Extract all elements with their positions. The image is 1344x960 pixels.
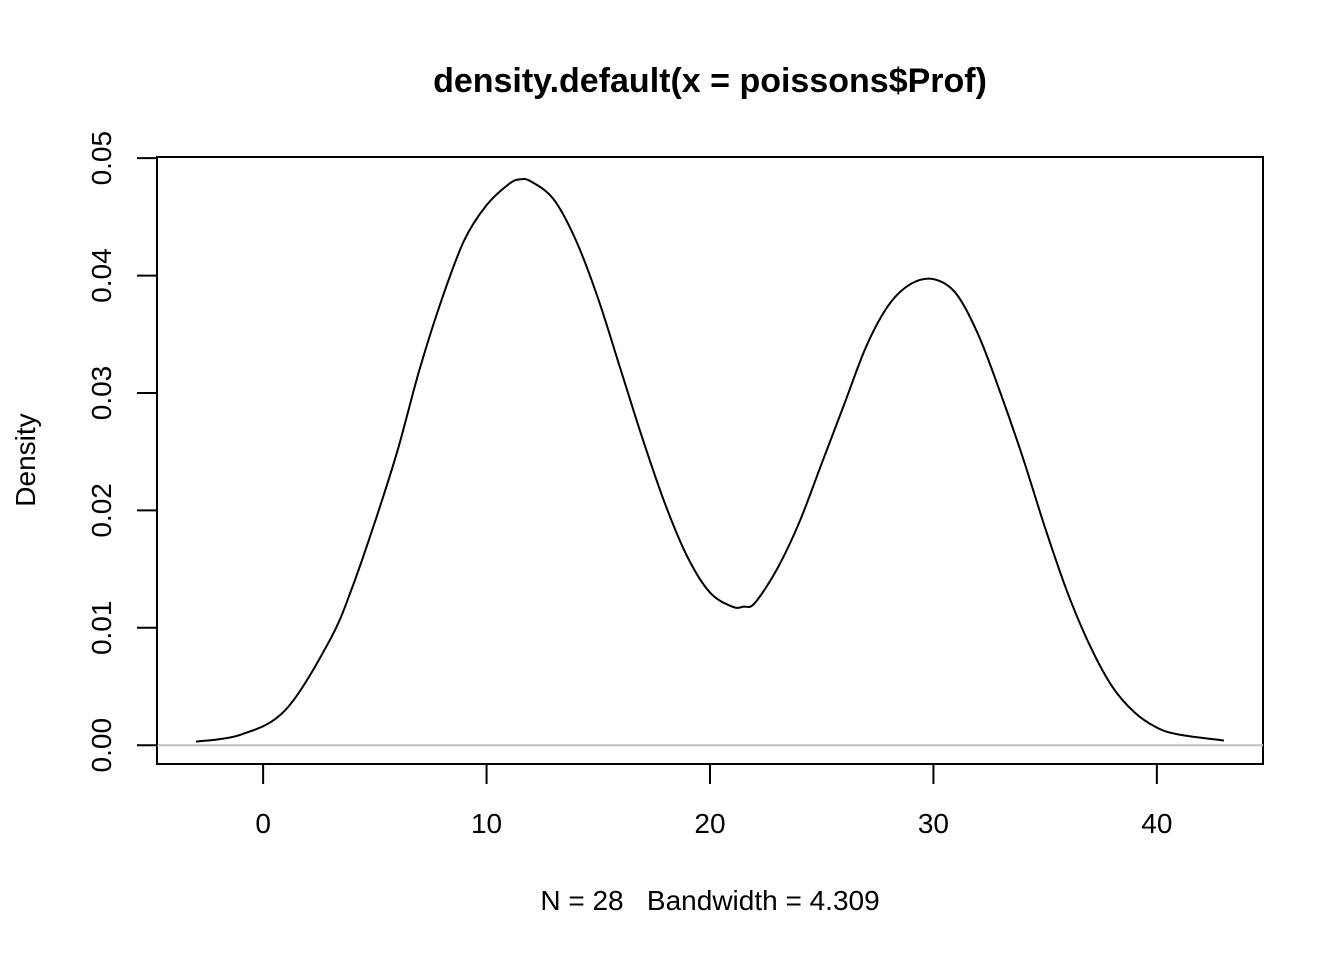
y-tick-label: 0.03 (86, 366, 117, 421)
y-tick-label: 0.05 (86, 131, 117, 186)
x-tick-label: 30 (918, 808, 949, 839)
y-tick-label: 0.01 (86, 601, 117, 656)
plot-frame (156, 156, 1264, 765)
x-tick-label: 0 (255, 808, 271, 839)
x-tick-label: 20 (694, 808, 725, 839)
density-curve (195, 178, 1225, 743)
x-axis: 0 10 20 30 40 (255, 763, 1172, 839)
x-tick-label: 10 (471, 808, 502, 839)
y-tick-label: 0.00 (86, 718, 117, 773)
x-tick-label: 40 (1141, 808, 1172, 839)
y-axis-label: Density (10, 413, 41, 506)
y-tick-label: 0.04 (86, 248, 117, 303)
y-axis: 0.00 0.01 0.02 0.03 0.04 0.05 (86, 131, 158, 773)
y-tick-label: 0.02 (86, 483, 117, 538)
chart-title: density.default(x = poissons$Prof) (433, 62, 987, 100)
x-axis-label: N = 28 Bandwidth = 4.309 (540, 885, 879, 916)
